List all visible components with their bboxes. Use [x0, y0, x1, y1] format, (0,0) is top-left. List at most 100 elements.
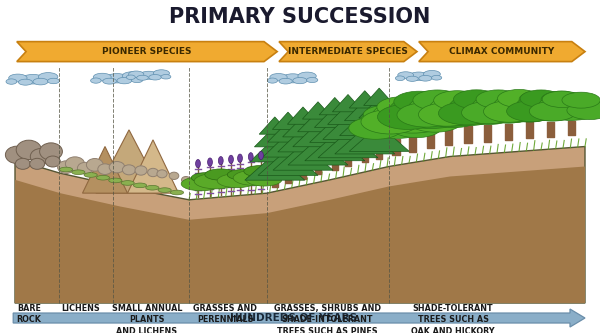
Polygon shape — [354, 109, 404, 133]
Ellipse shape — [122, 72, 141, 80]
Ellipse shape — [205, 169, 237, 180]
Ellipse shape — [5, 146, 28, 164]
Ellipse shape — [229, 155, 233, 164]
Ellipse shape — [181, 177, 221, 191]
Ellipse shape — [139, 71, 158, 79]
Polygon shape — [263, 133, 313, 157]
Ellipse shape — [72, 170, 85, 174]
Ellipse shape — [425, 104, 482, 128]
Ellipse shape — [208, 158, 212, 166]
Ellipse shape — [437, 92, 485, 111]
Polygon shape — [344, 100, 385, 121]
Ellipse shape — [109, 178, 122, 183]
Ellipse shape — [504, 101, 554, 122]
Ellipse shape — [22, 74, 44, 84]
Polygon shape — [278, 128, 328, 152]
Polygon shape — [298, 111, 338, 132]
Ellipse shape — [259, 151, 263, 160]
Ellipse shape — [359, 108, 433, 139]
Text: SMALL ANNUAL
PLANTS
AND LICHENS: SMALL ANNUAL PLANTS AND LICHENS — [112, 304, 182, 333]
Ellipse shape — [128, 71, 144, 78]
Ellipse shape — [196, 160, 200, 168]
Ellipse shape — [19, 79, 32, 85]
Ellipse shape — [484, 101, 535, 122]
Ellipse shape — [133, 183, 146, 188]
Ellipse shape — [524, 100, 574, 121]
Ellipse shape — [449, 92, 526, 124]
Ellipse shape — [431, 75, 442, 80]
Ellipse shape — [389, 94, 473, 129]
Polygon shape — [272, 112, 304, 130]
Polygon shape — [268, 122, 308, 142]
Ellipse shape — [30, 159, 45, 169]
Ellipse shape — [16, 140, 41, 160]
Text: SHADE-TOLERANT
TREES SUCH AS
OAK AND HICKORY: SHADE-TOLERANT TREES SUCH AS OAK AND HIC… — [411, 304, 495, 333]
Ellipse shape — [149, 75, 161, 80]
Ellipse shape — [472, 92, 546, 123]
Polygon shape — [349, 91, 380, 108]
Ellipse shape — [454, 90, 499, 109]
Ellipse shape — [46, 156, 60, 167]
Ellipse shape — [248, 153, 253, 161]
Polygon shape — [302, 102, 334, 119]
Ellipse shape — [363, 106, 408, 124]
Ellipse shape — [86, 159, 103, 171]
Ellipse shape — [122, 165, 136, 175]
Ellipse shape — [434, 91, 481, 110]
Ellipse shape — [546, 100, 593, 120]
Polygon shape — [283, 116, 323, 137]
Ellipse shape — [161, 75, 171, 79]
Ellipse shape — [218, 157, 223, 165]
Text: HUNDREDS OF YEARS: HUNDREDS OF YEARS — [230, 313, 358, 323]
Ellipse shape — [398, 72, 413, 79]
Text: CLIMAX COMMUNITY: CLIMAX COMMUNITY — [449, 47, 554, 56]
Ellipse shape — [542, 91, 582, 108]
Ellipse shape — [117, 77, 132, 84]
Text: BARE
ROCK: BARE ROCK — [16, 304, 41, 324]
Ellipse shape — [397, 103, 456, 127]
Ellipse shape — [463, 102, 516, 125]
Ellipse shape — [439, 102, 494, 125]
Ellipse shape — [386, 107, 429, 125]
Ellipse shape — [361, 110, 420, 134]
Ellipse shape — [406, 76, 418, 81]
Ellipse shape — [84, 172, 97, 177]
Polygon shape — [287, 107, 319, 124]
Ellipse shape — [182, 176, 191, 183]
Ellipse shape — [562, 92, 600, 108]
Ellipse shape — [419, 75, 432, 81]
Ellipse shape — [476, 91, 521, 110]
Ellipse shape — [307, 78, 318, 83]
Ellipse shape — [298, 72, 316, 80]
Ellipse shape — [429, 93, 507, 125]
Ellipse shape — [279, 78, 292, 84]
Ellipse shape — [146, 185, 159, 190]
Polygon shape — [15, 166, 585, 303]
Ellipse shape — [170, 190, 184, 195]
Ellipse shape — [16, 159, 30, 169]
Ellipse shape — [476, 90, 521, 109]
Ellipse shape — [407, 109, 463, 132]
Ellipse shape — [443, 102, 499, 125]
Polygon shape — [305, 134, 365, 161]
Ellipse shape — [567, 101, 600, 120]
Polygon shape — [288, 139, 348, 165]
Polygon shape — [258, 149, 318, 175]
Text: INTERMEDIATE SPECIES: INTERMEDIATE SPECIES — [288, 47, 408, 56]
Ellipse shape — [506, 101, 557, 122]
Polygon shape — [15, 147, 585, 303]
Ellipse shape — [154, 70, 170, 77]
Ellipse shape — [40, 143, 62, 160]
Polygon shape — [335, 127, 395, 154]
Ellipse shape — [91, 78, 101, 83]
Ellipse shape — [227, 169, 256, 180]
Polygon shape — [328, 104, 368, 125]
Ellipse shape — [47, 78, 59, 84]
Polygon shape — [13, 309, 585, 327]
Ellipse shape — [38, 73, 58, 81]
Ellipse shape — [93, 73, 111, 81]
Ellipse shape — [482, 101, 535, 123]
Polygon shape — [17, 42, 277, 62]
Ellipse shape — [191, 173, 220, 183]
Ellipse shape — [6, 79, 17, 84]
